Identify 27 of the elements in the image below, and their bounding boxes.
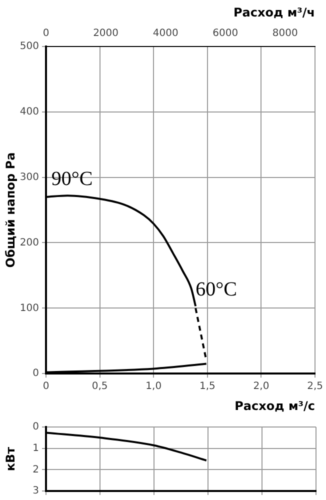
x-tick-label: 2,0: [253, 381, 270, 392]
annotation: 90°C: [51, 168, 93, 190]
x-tick-label: 1,5: [199, 381, 216, 392]
annotation: 60°C: [196, 278, 237, 300]
y-tick-label: 300: [20, 172, 39, 183]
y-tick-label: 100: [20, 302, 39, 314]
x2-tick-label: 4000: [152, 28, 178, 39]
y-tick-label: 0: [32, 422, 39, 433]
y-tick-label: 0: [32, 368, 39, 380]
x-axis-title: Расход м³/с: [234, 398, 316, 413]
x-tick-label: 2,5: [307, 381, 323, 392]
x2-tick-label: 2000: [93, 28, 119, 39]
y-tick-label: 3: [32, 486, 39, 497]
y-tick-label: 200: [20, 237, 39, 248]
x-tick-label: 0,5: [92, 381, 108, 392]
y-axis-title: Общий напор Ра: [3, 152, 18, 268]
x2-tick-label: 0: [42, 28, 50, 39]
y-tick-label: 400: [20, 106, 39, 118]
y-tick-label: 2: [32, 464, 39, 476]
x-tick-label: 0: [42, 381, 50, 392]
x2-axis-title: Расход м³/ч: [234, 5, 316, 20]
x2-tick-label: 8000: [272, 28, 298, 39]
x-tick-label: 1,0: [146, 381, 162, 392]
y-tick-label: 500: [20, 40, 39, 52]
y-tick-label: 1: [32, 442, 39, 454]
y-axis-title: кВт: [3, 446, 18, 472]
x2-tick-label: 6000: [212, 28, 238, 39]
